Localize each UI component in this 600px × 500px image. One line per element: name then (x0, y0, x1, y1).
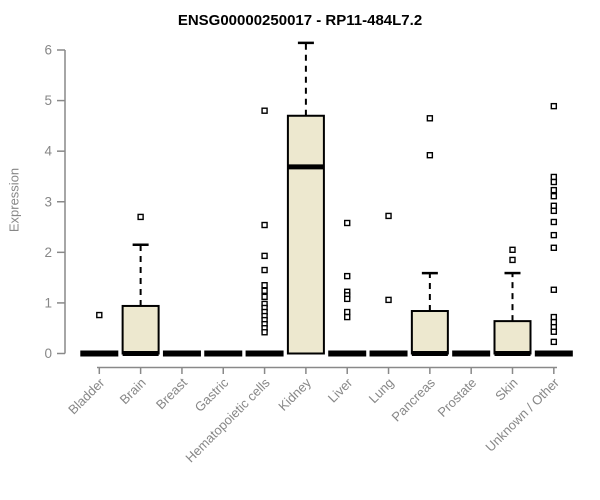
outlier-point (550, 231, 558, 239)
outlier-point (550, 202, 558, 209)
outlier-point (385, 296, 392, 304)
outlier-point (261, 107, 268, 114)
outlier-point (550, 173, 558, 181)
outlier-point (550, 192, 558, 200)
x-tick-label: Unknown / Other (482, 375, 562, 455)
x-tick-label: Pancreas (389, 375, 439, 425)
outlier-point (550, 178, 558, 186)
outlier-point (550, 286, 558, 293)
x-tick-label: Liver (325, 375, 356, 406)
outlier-point (261, 252, 268, 260)
outlier-point (426, 115, 434, 122)
outlier-point (550, 186, 558, 194)
flat-median-bar (369, 350, 408, 357)
outlier-point (261, 266, 268, 274)
outlier-point (550, 313, 558, 321)
x-tick-label: Gastric (192, 375, 232, 415)
y-tick-label: 0 (44, 346, 52, 361)
x-tick-label: Skin (492, 375, 520, 403)
flat-median-bar (204, 350, 243, 357)
outlier-point (261, 282, 268, 289)
x-tick-label: Kidney (275, 375, 314, 414)
outlier-point (550, 318, 558, 326)
outlier-point (137, 213, 144, 221)
outlier-point (550, 207, 558, 215)
outlier-point (550, 218, 558, 226)
outlier-point (509, 246, 516, 254)
box (410, 310, 449, 355)
y-tick-label: 4 (44, 144, 52, 159)
outlier-point (550, 244, 558, 251)
outlier-point (344, 272, 351, 280)
outlier-point (344, 219, 351, 227)
x-tick-label: Lung (366, 375, 397, 406)
y-tick-label: 5 (44, 93, 52, 108)
outlier-point (96, 311, 103, 319)
chart-title: ENSG00000250017 - RP11-484L7.2 (177, 12, 423, 29)
box (493, 320, 532, 355)
outlier-point (344, 313, 351, 321)
x-tick-label: Prostate (434, 375, 479, 420)
flat-median-bar (80, 350, 119, 357)
flat-median-bar (328, 350, 367, 357)
flat-median-bar (452, 350, 491, 357)
x-tick-label: Breast (153, 375, 190, 412)
y-tick-label: 6 (44, 43, 52, 58)
flat-median-bar (162, 350, 201, 357)
outlier-point (509, 256, 516, 264)
outlier-point (261, 287, 268, 294)
outlier-point (261, 221, 268, 229)
flat-median-bar (534, 350, 573, 357)
outlier-point (550, 328, 558, 335)
y-tick-label: 2 (44, 245, 52, 260)
outlier-point (261, 329, 268, 336)
x-tick-label: Brain (117, 375, 149, 407)
outlier-point (550, 338, 558, 346)
x-tick-label: Bladder (65, 375, 108, 418)
box (286, 114, 325, 355)
outlier-point (261, 293, 268, 301)
outlier-point (385, 212, 392, 220)
flat-median-bar (245, 350, 284, 357)
y-tick-label: 1 (44, 295, 52, 310)
outlier-point (344, 295, 351, 303)
outlier-point (550, 102, 558, 110)
outlier-point (344, 308, 351, 316)
y-tick-label: 3 (44, 194, 52, 209)
box (121, 304, 160, 355)
outlier-point (426, 152, 434, 159)
